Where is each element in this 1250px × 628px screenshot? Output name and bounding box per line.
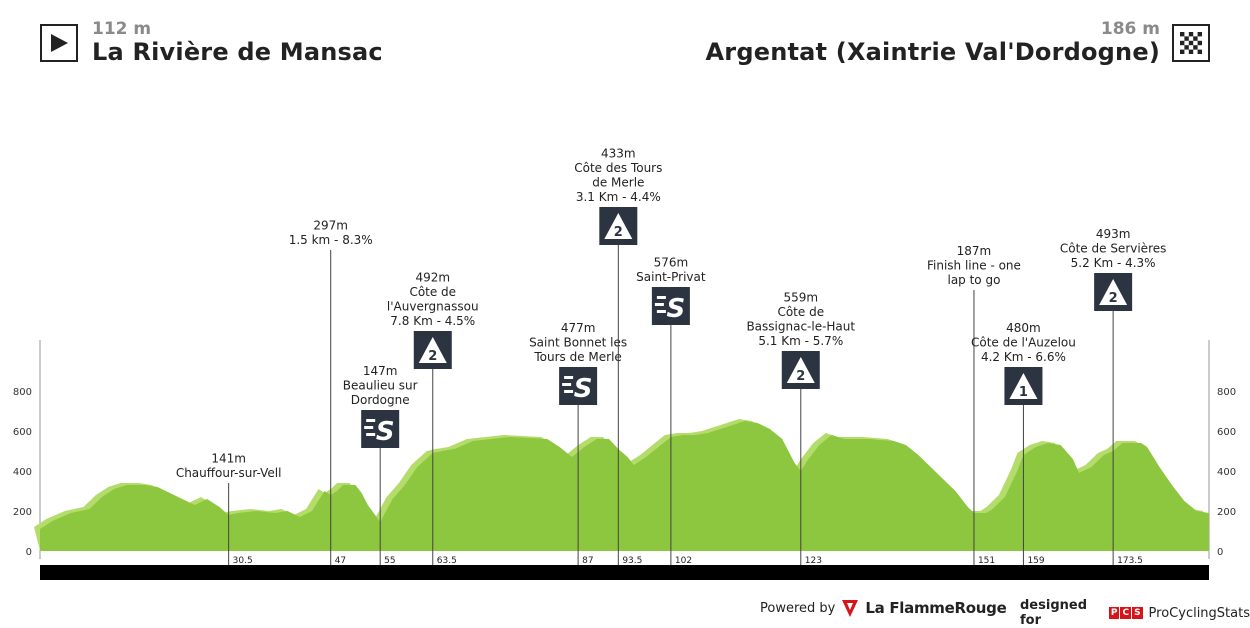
- marker-label-6-0: 576m: [654, 256, 689, 270]
- marker-label-2-1: Beaulieu sur: [343, 379, 418, 393]
- start-flag-icon: [40, 24, 78, 62]
- marker-label-10-1: Côte de Servières: [1060, 242, 1167, 256]
- climb-category-label-7: 2: [796, 369, 805, 384]
- y-tick-label-right: 200: [1217, 507, 1236, 518]
- km-tick-label-10: 173.5: [1117, 556, 1143, 566]
- sprint-icon: S: [376, 417, 395, 447]
- marker-label-5-1: Côte des Tours: [574, 161, 662, 175]
- marker-label-0-0: 141m: [211, 452, 246, 466]
- marker-label-9-0: 480m: [1006, 321, 1041, 335]
- marker-label-0-1: Chauffour-sur-Vell: [176, 466, 282, 480]
- km-tick-label-8: 151: [978, 556, 995, 566]
- climb-category-icon: [418, 337, 447, 363]
- marker-label-6-1: Saint-Privat: [636, 270, 706, 284]
- y-tick-label-left: 0: [26, 547, 32, 558]
- marker-label-4-1: Saint Bonnet les: [529, 336, 627, 350]
- climb-category-label-10: 2: [1109, 291, 1118, 306]
- pcs-name: ProCyclingStats: [1148, 605, 1250, 621]
- y-tick-label-left: 800: [13, 387, 32, 398]
- start-header: 112 m La Rivière de Mansac: [40, 20, 383, 66]
- powered-by-label: Powered by: [760, 600, 836, 616]
- km-tick-label-9: 159: [1027, 556, 1044, 566]
- km-tick-label-3: 63.5: [437, 556, 457, 566]
- y-tick-label-right: 400: [1217, 467, 1236, 478]
- finish-location: Argentat (Xaintrie Val'Dordogne): [705, 38, 1160, 66]
- sprint-line-4-1: [562, 383, 572, 386]
- y-tick-label-left: 400: [13, 467, 32, 478]
- marker-label-2-2: Dordogne: [351, 393, 410, 407]
- marker-label-1-0: 297m: [313, 219, 348, 233]
- marker-label-5-2: de Merle: [592, 176, 644, 190]
- marker-label-8-1: Finish line - one: [927, 259, 1021, 273]
- sprint-line-2-2: [366, 433, 376, 436]
- marker-label-9-2: 4.2 Km - 6.6%: [981, 350, 1066, 364]
- start-altitude: 112 m: [92, 19, 152, 39]
- y-tick-label-right: 800: [1217, 387, 1236, 398]
- marker-label-3-1: Côte de: [409, 285, 456, 299]
- climb-category-label-5: 2: [614, 225, 623, 240]
- km-tick-label-7: 123: [805, 556, 822, 566]
- km-tick-label-5: 93.5: [622, 556, 642, 566]
- flamme-rouge-logo-icon: [842, 600, 859, 617]
- start-location: La Rivière de Mansac: [92, 38, 383, 66]
- marker-label-8-0: 187m: [957, 244, 992, 258]
- designed-for-label: designed for: [1020, 598, 1087, 628]
- km-tick-label-0: 30.5: [233, 556, 253, 566]
- marker-label-9-1: Côte de l'Auzelou: [971, 336, 1076, 350]
- marker-label-8-2: lap to go: [947, 273, 1000, 287]
- km-end-label: 189: [1184, 552, 1207, 565]
- sprint-icon: S: [574, 374, 593, 404]
- sprint-icon: S: [667, 294, 686, 324]
- climb-category-label-9: 1: [1019, 385, 1028, 400]
- marker-label-1-1: 1.5 km - 8.3%: [289, 233, 373, 247]
- distance-bar: [40, 565, 1209, 580]
- km-tick-label-1: 47: [335, 556, 346, 566]
- km-start-label: 0: [42, 552, 50, 565]
- marker-label-5-3: 3.1 Km - 4.4%: [576, 190, 661, 204]
- marker-label-10-0: 493m: [1096, 227, 1131, 241]
- climb-category-icon: [1099, 279, 1128, 305]
- climb-category-icon: [1009, 373, 1038, 399]
- finish-altitude: 186 m: [1100, 19, 1160, 39]
- y-tick-label-left: 600: [13, 427, 32, 438]
- sprint-line-2-0: [366, 419, 376, 422]
- marker-label-10-2: 5.2 Km - 4.3%: [1071, 256, 1156, 270]
- km-tick-label-6: 102: [675, 556, 692, 566]
- marker-label-7-1: Côte de: [777, 305, 824, 319]
- y-tick-label-right: 0: [1217, 547, 1223, 558]
- sprint-line-4-0: [564, 376, 574, 379]
- marker-label-3-2: l'Auvergnassou: [387, 300, 479, 314]
- marker-label-3-3: 7.8 Km - 4.5%: [390, 314, 475, 328]
- finish-header: 186 m Argentat (Xaintrie Val'Dordogne): [706, 20, 1210, 66]
- marker-label-3-0: 492m: [415, 271, 450, 285]
- km-tick-label-4: 87: [582, 556, 593, 566]
- marker-label-4-2: Tours de Merle: [533, 350, 621, 364]
- marker-label-7-2: Bassignac-le-Haut: [746, 320, 855, 334]
- y-tick-label-left: 200: [13, 507, 32, 518]
- climb-category-label-3: 2: [428, 349, 437, 364]
- marker-label-7-0: 559m: [783, 291, 818, 305]
- flamme-rouge-brand: La FlammeRouge: [865, 599, 1007, 617]
- marker-label-5-0: 433m: [601, 147, 636, 161]
- km-tick-label-2: 55: [384, 556, 395, 566]
- marker-label-7-3: 5.1 Km - 5.7%: [758, 334, 843, 348]
- finish-flag-icon: [1172, 24, 1210, 62]
- powered-by: Powered by La FlammeRouge: [760, 598, 1007, 618]
- sprint-line-6-1: [654, 303, 664, 306]
- sprint-line-6-0: [656, 296, 666, 299]
- climb-category-icon: [604, 213, 633, 239]
- climb-category-icon: [786, 357, 815, 383]
- marker-label-4-0: 477m: [561, 321, 596, 335]
- profile-area: [40, 421, 1209, 551]
- sprint-line-2-1: [364, 426, 374, 429]
- sprint-line-4-2: [564, 390, 574, 393]
- y-tick-label-right: 600: [1217, 427, 1236, 438]
- marker-label-2-0: 147m: [363, 364, 398, 378]
- sprint-line-6-2: [656, 310, 666, 313]
